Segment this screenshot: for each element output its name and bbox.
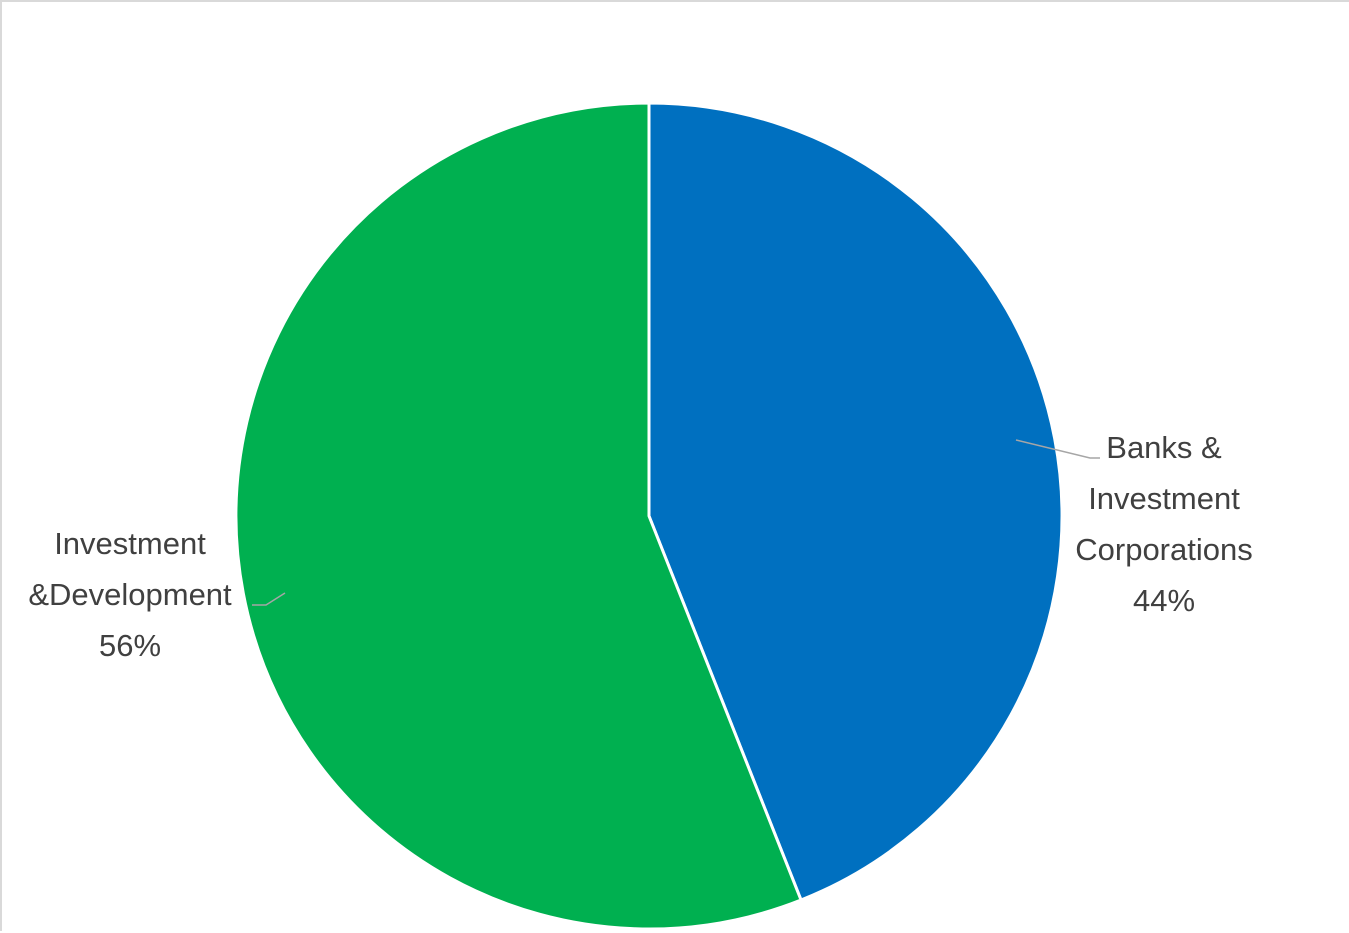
leader-line-2	[252, 592, 286, 606]
data-label-2: Investment &Development 56%	[28, 526, 232, 663]
data-label-percent: 56%	[99, 628, 161, 663]
data-label-line: &Development	[28, 577, 232, 612]
pie-slices	[234, 101, 1064, 931]
pie-slice-2	[234, 101, 803, 931]
data-label-line: Investment	[54, 526, 206, 561]
leader-line-1	[1015, 439, 1100, 459]
data-label-percent: 44%	[1133, 583, 1195, 618]
data-label-line: Banks &	[1106, 430, 1222, 465]
data-labels: Banks & Investment Corporations 44% Investme…	[28, 430, 1252, 663]
leader-lines	[252, 439, 1100, 606]
data-label-line: Investment	[1088, 481, 1240, 516]
pie-slice-1	[647, 101, 1064, 902]
data-label-line: Corporations	[1075, 532, 1252, 567]
data-label-1: Banks & Investment Corporations 44%	[1075, 430, 1252, 618]
